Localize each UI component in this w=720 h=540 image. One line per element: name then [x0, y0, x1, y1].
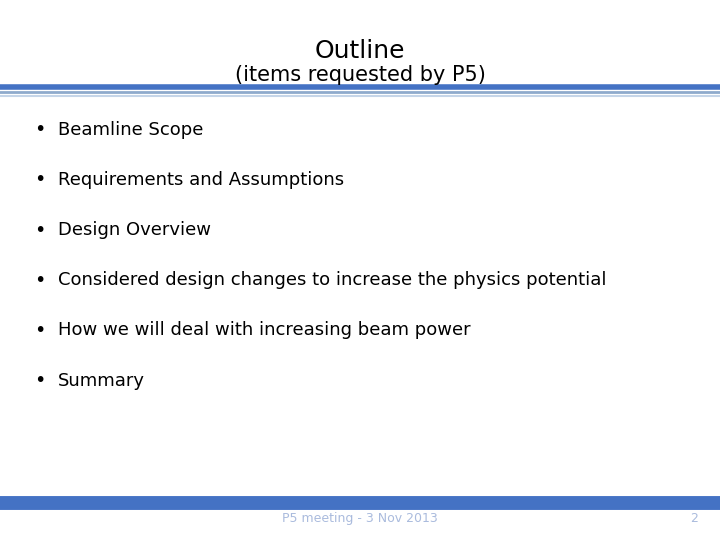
Text: P5 meeting - 3 Nov 2013: P5 meeting - 3 Nov 2013 — [282, 512, 438, 525]
Text: Considered design changes to increase the physics potential: Considered design changes to increase th… — [58, 271, 606, 289]
Text: Beamline Scope: Beamline Scope — [58, 120, 203, 139]
Text: How we will deal with increasing beam power: How we will deal with increasing beam po… — [58, 321, 470, 340]
Text: Summary: Summary — [58, 372, 145, 390]
Text: 2: 2 — [690, 512, 698, 525]
Text: •: • — [34, 120, 45, 139]
Text: •: • — [34, 220, 45, 240]
Text: •: • — [34, 321, 45, 340]
Text: Design Overview: Design Overview — [58, 221, 210, 239]
Text: •: • — [34, 371, 45, 390]
Text: Requirements and Assumptions: Requirements and Assumptions — [58, 171, 343, 189]
Text: •: • — [34, 271, 45, 290]
Text: Outline: Outline — [315, 39, 405, 63]
Text: •: • — [34, 170, 45, 190]
Text: (items requested by P5): (items requested by P5) — [235, 64, 485, 85]
